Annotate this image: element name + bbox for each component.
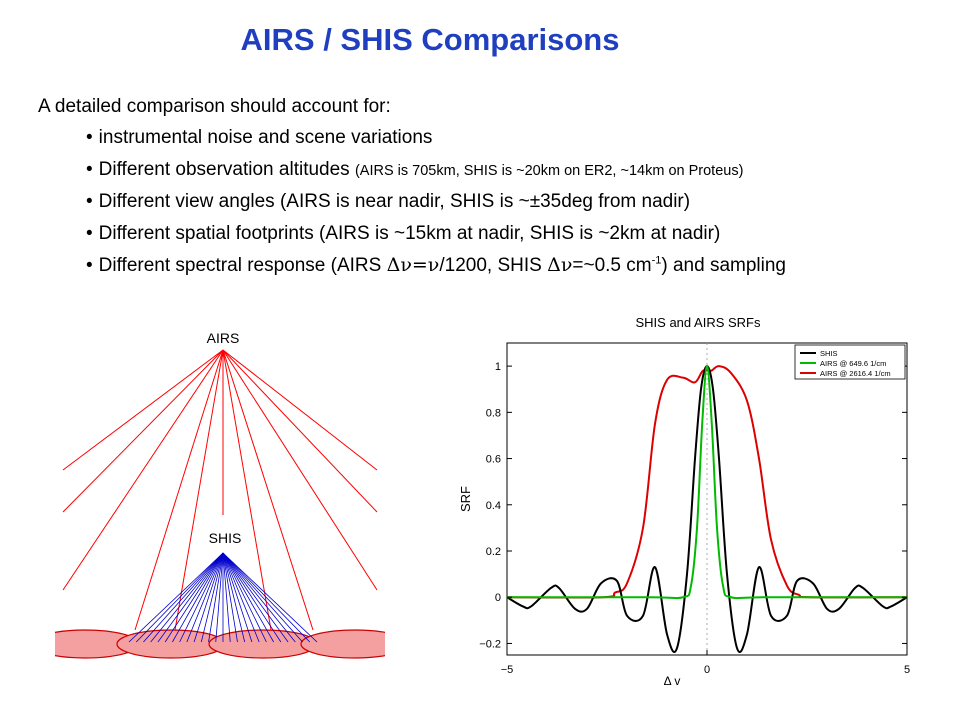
delta-nu-symbol: Δν=ν bbox=[386, 254, 440, 276]
x-tick-label: 5 bbox=[904, 664, 910, 676]
bullet-dot-icon: • bbox=[86, 191, 93, 212]
delta-nu-symbol: Δν bbox=[547, 254, 573, 276]
shis-ray bbox=[179, 552, 224, 643]
shis-ray bbox=[222, 552, 318, 643]
x-tick-label: 0 bbox=[704, 664, 710, 676]
shis-ray bbox=[128, 552, 224, 643]
y-tick-label: 0.6 bbox=[486, 454, 501, 466]
superscript: -1 bbox=[651, 254, 662, 267]
shis-ray bbox=[222, 552, 311, 643]
bullet-item: • Different view angles (AIRS is near nad… bbox=[86, 192, 786, 224]
x-axis-label: Δ v bbox=[664, 674, 681, 688]
shis-ray bbox=[222, 552, 303, 643]
bullet-text: Different observation altitudes bbox=[98, 159, 350, 180]
bullet-dot-icon: • bbox=[86, 223, 93, 244]
bullet-text: instrumental noise and scene variations bbox=[98, 127, 433, 148]
x-tick-label: −5 bbox=[501, 664, 514, 676]
x-ticks: −5 0 5 bbox=[501, 650, 910, 676]
legend-label: SHIS bbox=[820, 349, 838, 358]
y-tick-label: 0.8 bbox=[486, 407, 501, 419]
airs-ray bbox=[62, 349, 224, 471]
shis-ray bbox=[164, 552, 224, 643]
shis-ray bbox=[215, 552, 224, 643]
bullet-text: Different spatial footprints (AIRS is ~1… bbox=[98, 223, 721, 244]
shis-ray bbox=[222, 552, 253, 643]
shis-ray bbox=[208, 552, 224, 643]
bullet-text: Different view angles (AIRS is near nadi… bbox=[98, 191, 691, 212]
shis-ray bbox=[222, 552, 267, 643]
bullet-item: • instrumental noise and scene variations bbox=[86, 128, 786, 160]
y-tick-label: −0.2 bbox=[479, 638, 501, 650]
airs-ray bbox=[222, 349, 378, 591]
y-tick-label: 0.2 bbox=[486, 546, 501, 558]
bullet-item: • Different spatial footprints (AIRS is ~… bbox=[86, 224, 786, 256]
bullet-dot-icon: • bbox=[86, 159, 93, 180]
shis-ray bbox=[222, 552, 260, 643]
shis-ray-fan bbox=[128, 552, 318, 643]
viewing-geometry-diagram: AIRS SHIS bbox=[55, 330, 385, 659]
shis-label: SHIS bbox=[209, 530, 242, 546]
series-group bbox=[506, 365, 908, 654]
shis-ray bbox=[150, 552, 224, 643]
bullet-list: • instrumental noise and scene variations… bbox=[86, 128, 786, 288]
bullet-dot-icon: • bbox=[86, 255, 93, 276]
bullet-text: ) and sampling bbox=[661, 255, 786, 276]
legend-label: AIRS @ 2616.4 1/cm bbox=[820, 369, 891, 378]
airs-ray bbox=[62, 349, 224, 591]
page-title: AIRS / SHIS Comparisons bbox=[240, 22, 620, 57]
intro-text: A detailed comparison should account for… bbox=[38, 96, 391, 117]
shis-ray bbox=[222, 552, 289, 643]
shis-ray bbox=[186, 552, 224, 643]
shis-ray bbox=[222, 552, 238, 643]
bullet-item: • Different spectral response (AIRS Δν=ν/… bbox=[86, 254, 786, 288]
shis-ray bbox=[157, 552, 224, 643]
airs-label: AIRS bbox=[207, 330, 240, 346]
shis-ray bbox=[193, 552, 224, 643]
bullet-text: /1200, SHIS bbox=[439, 255, 548, 276]
airs-ray bbox=[222, 349, 272, 631]
shis-ray bbox=[200, 552, 224, 643]
shis-ray bbox=[135, 552, 224, 643]
y-ticks: −0.2 0 0.2 0.4 0.6 0.8 1 bbox=[479, 361, 907, 650]
bullet-text: Different spectral response (AIRS bbox=[98, 255, 387, 276]
bullet-dot-icon: • bbox=[86, 127, 93, 148]
shis-ray bbox=[222, 552, 231, 643]
shis-ray bbox=[222, 552, 296, 643]
shis-ray bbox=[143, 552, 224, 643]
airs-ray-fan bbox=[62, 349, 378, 631]
y-tick-label: 0.4 bbox=[486, 500, 501, 512]
shis-ray bbox=[172, 552, 224, 643]
y-tick-label: 1 bbox=[495, 361, 501, 373]
bullet-item: • Different observation altitudes (AIRS i… bbox=[86, 160, 786, 192]
footprint-ellipses bbox=[55, 629, 385, 659]
shis-ray bbox=[222, 552, 246, 643]
airs-ray bbox=[174, 349, 224, 631]
airs-ray bbox=[62, 349, 224, 513]
airs-ray bbox=[222, 349, 378, 471]
chart-title: SHIS and AIRS SRFs bbox=[636, 315, 761, 330]
y-axis-label: SRF bbox=[458, 486, 473, 512]
srf-chart: SHIS and AIRS SRFs −0.2 0 0.2 0.4 0.6 0.8 1 −5… bbox=[458, 315, 910, 688]
airs-ray bbox=[222, 349, 314, 631]
airs-ray bbox=[222, 349, 378, 513]
shis-ray bbox=[222, 552, 274, 643]
bullet-text: =~0.5 cm bbox=[572, 255, 652, 276]
footprint-ellipse bbox=[300, 629, 385, 659]
legend-label: AIRS @ 649.6 1/cm bbox=[820, 359, 886, 368]
series-line-airs-649-6-1-cm bbox=[507, 365, 907, 600]
bullet-note: (AIRS is 705km, SHIS is ~20km on ER2, ~1… bbox=[354, 163, 744, 179]
airs-ray bbox=[134, 349, 224, 631]
shis-ray bbox=[222, 552, 282, 643]
y-tick-label: 0 bbox=[495, 592, 501, 604]
